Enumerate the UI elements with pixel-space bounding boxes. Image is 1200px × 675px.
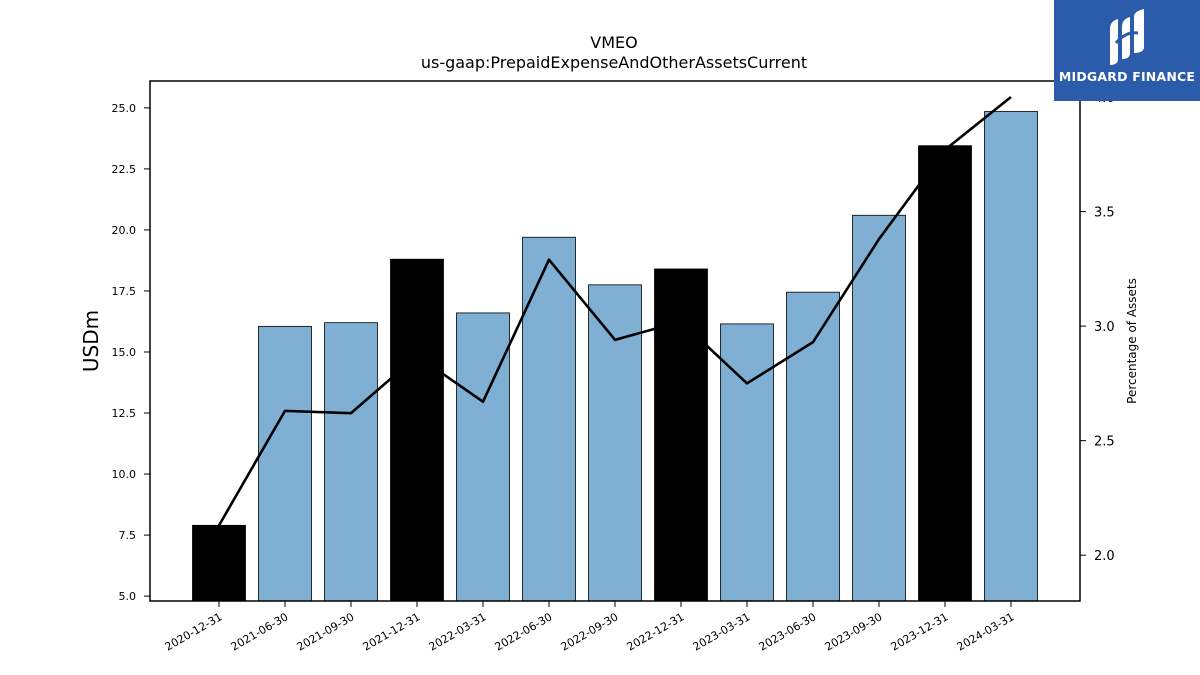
y-tick-label: 20.0: [112, 224, 137, 237]
y2-tick-label: 3.5: [1094, 206, 1115, 221]
line-series: [217, 96, 1012, 527]
bar-2022-06-30: [522, 236, 576, 602]
x-tick-label: 2021-09-30: [295, 610, 357, 653]
bar-series: [192, 111, 1038, 602]
y-tick-label: 22.5: [112, 163, 137, 176]
y-tick-label: 5.0: [119, 590, 137, 603]
y-tick-label: 15.0: [112, 346, 137, 359]
bar-2022-12-31: [654, 268, 708, 602]
y2-tick-label: 2.5: [1094, 435, 1115, 450]
chart-title: VMEO: [590, 33, 637, 52]
x-axis: 2020-12-31 2021-06-30 2021-09-30 2021-12-31…: [163, 601, 1017, 654]
bar-2021-09-30: [324, 322, 378, 602]
x-tick-label: 2023-06-30: [757, 610, 819, 653]
x-tick-label: 2024-03-31: [955, 610, 1017, 653]
y-tick-label: 7.5: [119, 529, 137, 542]
bar-2022-09-30: [588, 284, 642, 602]
bar-2022-03-31: [456, 312, 510, 602]
x-tick-label: 2022-03-31: [427, 610, 489, 653]
brand-logo: MIDGARD FINANCE: [1054, 0, 1200, 101]
x-tick-label: 2021-06-30: [229, 610, 291, 653]
y-tick-label: 17.5: [112, 285, 137, 298]
bar-2021-06-30: [258, 325, 312, 602]
bar-2023-12-31: [918, 145, 972, 602]
y-axis-left: 5.0 7.5 10.0 12.5 15.0 17.5 20.0 22.5 25.0: [112, 102, 150, 603]
bar-2021-12-31: [390, 258, 444, 602]
x-tick-label: 2023-12-31: [889, 610, 951, 653]
y2-tick-label: 3.0: [1094, 320, 1115, 335]
bar-2023-03-31: [720, 323, 774, 602]
y-tick-label: 12.5: [112, 407, 137, 420]
y-tick-label: 10.0: [112, 468, 137, 481]
brand-name: MIDGARD FINANCE: [1058, 69, 1196, 84]
x-tick-label: 2023-09-30: [823, 610, 885, 653]
y-tick-label: 25.0: [112, 102, 137, 115]
x-tick-label: 2023-03-31: [691, 610, 753, 653]
y2-tick-label: 2.0: [1094, 549, 1115, 564]
bar-2023-06-30: [786, 291, 840, 602]
x-tick-label: 2022-06-30: [493, 610, 555, 653]
bar-2024-03-31: [984, 111, 1038, 602]
bar-2020-12-31: [192, 524, 246, 602]
y-axis-label: USDm: [79, 310, 103, 372]
x-tick-label: 2022-09-30: [559, 610, 621, 653]
midgard-logo-icon: [1110, 9, 1144, 65]
chart-subtitle: us-gaap:PrepaidExpenseAndOtherAssetsCurr…: [421, 53, 807, 72]
x-tick-label: 2022-12-31: [625, 610, 687, 653]
bar-2023-09-30: [852, 214, 906, 602]
x-tick-label: 2021-12-31: [361, 610, 423, 653]
y2-axis-label: Percentage of Assets: [1125, 278, 1139, 404]
x-tick-label: 2020-12-31: [163, 610, 225, 653]
y-axis-right: 2.02.53.03.54.0: [1080, 91, 1115, 564]
